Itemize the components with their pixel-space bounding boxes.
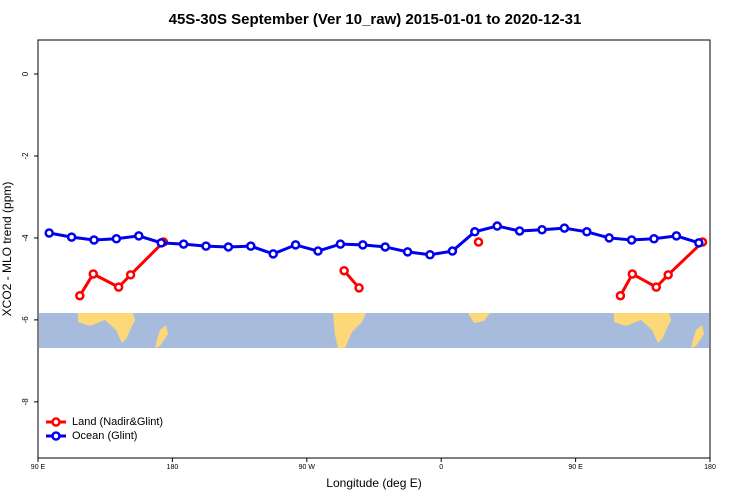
- point: [156, 238, 166, 248]
- point: [335, 239, 346, 249]
- point: [339, 265, 349, 276]
- point: [694, 238, 704, 248]
- land-shape: [691, 325, 704, 348]
- ocean-band: [39, 313, 709, 348]
- land-shape: [155, 325, 168, 348]
- legend-marker: [51, 417, 61, 427]
- x-tick-label: 180: [167, 464, 179, 471]
- chart-title: 45S-30S September (Ver 10_raw) 2015-01-0…: [169, 11, 582, 28]
- point: [627, 269, 638, 279]
- x-tick-label: 90 E: [31, 464, 46, 471]
- point: [663, 270, 673, 280]
- x-tick-label: 90 W: [299, 464, 316, 471]
- map-band: [39, 313, 709, 348]
- point: [651, 282, 661, 292]
- point: [290, 240, 301, 250]
- land-shape: [614, 313, 671, 343]
- y-tick-label: -4: [21, 234, 30, 242]
- series-line: [78, 240, 704, 297]
- point: [559, 223, 570, 233]
- point: [134, 231, 144, 241]
- point: [178, 239, 189, 249]
- point: [313, 246, 323, 256]
- point: [514, 226, 525, 236]
- point: [380, 242, 390, 252]
- point: [88, 269, 99, 279]
- point: [223, 242, 234, 252]
- y-axis-label: XCO2 - MLO trend (ppm): [0, 182, 14, 317]
- point: [671, 231, 682, 241]
- point: [649, 234, 659, 244]
- legend-marker: [51, 431, 61, 441]
- point: [425, 249, 435, 260]
- point: [626, 235, 637, 245]
- point: [402, 247, 413, 257]
- point: [75, 290, 85, 301]
- point: [44, 228, 54, 238]
- point: [125, 270, 136, 280]
- land-shape: [78, 313, 135, 343]
- point: [111, 234, 122, 244]
- x-tick-label: 90 E: [568, 464, 583, 471]
- point: [66, 232, 77, 242]
- point: [470, 227, 480, 237]
- legend-label: Land (Nadir&Glint): [72, 416, 163, 428]
- point: [473, 237, 484, 247]
- point: [492, 221, 502, 231]
- x-axis-label: Longitude (deg E): [326, 476, 421, 490]
- y-tick-label: -2: [21, 152, 30, 160]
- x-tick-label: 180: [704, 464, 716, 471]
- point: [358, 240, 368, 250]
- point: [537, 224, 547, 235]
- land-shape: [333, 313, 366, 348]
- point: [615, 290, 626, 301]
- y-tick-label: -6: [21, 316, 30, 324]
- x-tick-label: 0: [439, 464, 443, 471]
- y-tick-label: -8: [21, 398, 30, 406]
- legend-label: Ocean (Glint): [72, 430, 137, 442]
- point: [447, 246, 458, 256]
- land-shape: [468, 313, 490, 323]
- point: [582, 227, 592, 237]
- point: [268, 249, 278, 259]
- y-tick-label: 0: [21, 71, 30, 76]
- point: [604, 233, 614, 243]
- point: [354, 283, 364, 293]
- point: [89, 235, 99, 245]
- point: [201, 241, 211, 251]
- point: [113, 282, 124, 292]
- plot-frame: [37, 39, 711, 459]
- point: [246, 241, 256, 251]
- series-line: [48, 224, 700, 257]
